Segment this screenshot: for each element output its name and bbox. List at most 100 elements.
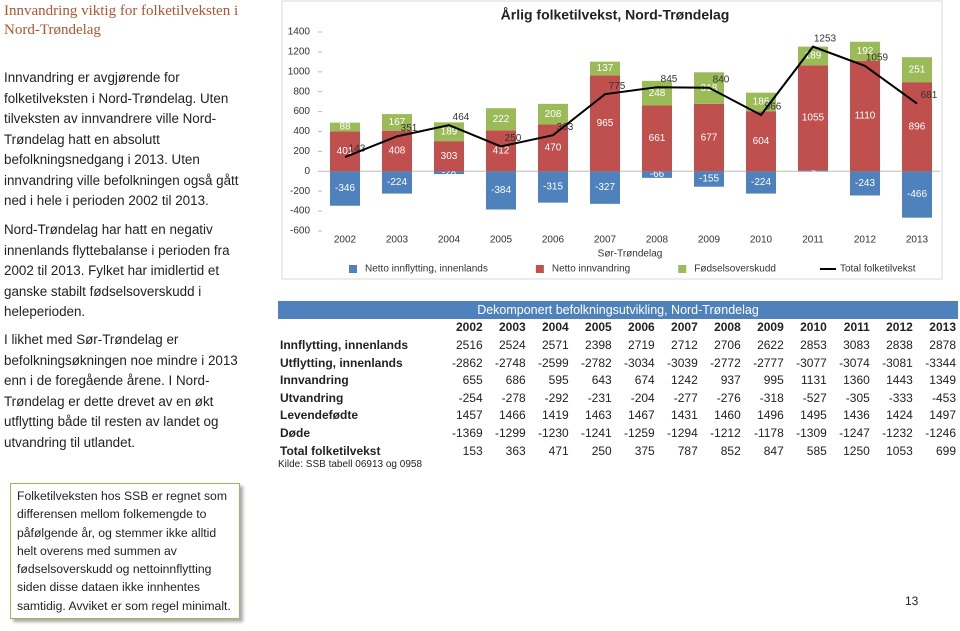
bar-segment — [746, 111, 776, 172]
data-label: 251 — [909, 64, 926, 75]
header-cell: 2011 — [843, 320, 870, 335]
table-cell: 2524 — [498, 337, 526, 352]
table-row: Total folketilvekst 153 363 471 250 375 787 852… — [278, 442, 958, 460]
bar-segment — [798, 46, 828, 66]
note-box: Folketilveksten hos SSB er regnet som di… — [10, 483, 240, 620]
header-cell: 2004 — [542, 320, 569, 335]
table-cell: -3081 — [882, 355, 913, 370]
data-label: -466 — [907, 189, 927, 200]
table-cell: -2772 — [710, 355, 741, 370]
row-label: Total folketilvekst — [280, 443, 381, 458]
data-label: -224 — [387, 177, 407, 188]
table-cell: -278 — [501, 390, 526, 405]
table-cell: -3344 — [925, 355, 956, 370]
header-cell: 2012 — [886, 320, 913, 335]
table-cell: -254 — [458, 390, 483, 405]
x-tick-label: 2003 — [386, 235, 409, 246]
legend-label: Total folketilvekst — [840, 264, 916, 275]
data-label: -224 — [751, 177, 771, 188]
table-cell: 937 — [720, 373, 741, 388]
bar-segment — [590, 75, 620, 172]
table-cell: 1424 — [886, 408, 913, 423]
data-label: -66 — [650, 169, 665, 180]
table-cell: -1241 — [581, 425, 612, 440]
table-cell: -3077 — [796, 355, 827, 370]
header-row: 2002 2003 2004 2005 2006 2007 2008 2009 2010 2011… — [278, 319, 958, 337]
table-cell: 1360 — [843, 373, 870, 388]
bar-segment — [434, 141, 464, 172]
table-cell: -1212 — [710, 425, 741, 440]
data-label: 677 — [701, 132, 718, 143]
line-label: 566 — [765, 102, 782, 113]
y-tick-label: 1400 — [288, 27, 311, 38]
bar-segment — [434, 171, 464, 175]
bar-segment — [538, 171, 568, 203]
table-cell: 2706 — [714, 337, 741, 352]
row-label: Innvandring — [280, 373, 349, 388]
table-cell: -277 — [673, 390, 698, 405]
data-label: 965 — [597, 118, 614, 129]
data-label: -28 — [442, 167, 457, 178]
data-label: 661 — [649, 133, 666, 144]
bar-segment — [590, 171, 620, 204]
table-cell: -2862 — [451, 355, 483, 370]
table-cell: -3039 — [667, 355, 698, 370]
y-tick-label: 0 — [304, 166, 310, 177]
table-cell: -527 — [802, 390, 827, 405]
data-label: 412 — [493, 145, 510, 156]
header-cell: 2005 — [585, 320, 612, 335]
table-cell: -2748 — [494, 355, 526, 370]
bar-segment — [382, 130, 412, 172]
page-number: 13 — [905, 594, 919, 608]
table-row: Innflytting, innenlands 2516 2524 2571 2398 2… — [278, 336, 958, 354]
y-tick-label: -400 — [290, 206, 310, 217]
table-cell: 1460 — [714, 408, 741, 423]
legend-marker — [349, 265, 357, 273]
row-label: Utflytting, innenlands — [280, 355, 403, 370]
table-cell: -1230 — [538, 425, 569, 440]
data-label: 9 — [810, 165, 816, 176]
table-cell: -1247 — [839, 425, 870, 440]
header-cell — [278, 319, 442, 337]
legend-marker — [535, 265, 544, 273]
data-label: 192 — [857, 46, 874, 57]
paragraph: Nord-Trøndelag har hatt en negativ innen… — [4, 222, 230, 319]
table-cell: -1178 — [753, 425, 784, 440]
line-label: 464 — [453, 112, 470, 123]
table-cell: 787 — [677, 443, 698, 458]
data-table: Dekomponert befolkningsutvikling, Nord-T… — [278, 301, 958, 459]
x-axis-label: Sør-Trøndelag — [598, 249, 663, 260]
table-cell: -1309 — [796, 425, 827, 440]
header-cell: 2007 — [671, 320, 698, 335]
y-tick-label: -200 — [290, 186, 310, 197]
table-cell: -1259 — [624, 425, 655, 440]
y-tick-label: 800 — [293, 86, 310, 97]
bar-segment — [850, 171, 880, 196]
row-label: Utvandring — [280, 390, 344, 405]
bar-segment — [798, 65, 828, 171]
table-cell: 1457 — [455, 408, 483, 423]
table-cell: 1242 — [671, 373, 698, 388]
table-cell: 3083 — [843, 337, 870, 352]
bar-segment — [486, 171, 516, 210]
line-label: 681 — [921, 90, 938, 101]
x-tick-label: 2011 — [802, 235, 824, 246]
legend-label: Fødselsoverskudd — [694, 264, 776, 275]
data-label: 248 — [649, 88, 666, 99]
bar-segment — [486, 108, 516, 131]
legend-label: Netto innvandring — [552, 264, 630, 275]
table-cell: 2516 — [455, 337, 483, 352]
x-tick-label: 2012 — [854, 235, 877, 246]
x-tick-label: 2004 — [438, 235, 461, 246]
table-cell: 852 — [720, 443, 741, 458]
header-cell: 2006 — [628, 320, 655, 335]
x-tick-label: 2009 — [698, 235, 721, 246]
table-cell: 2878 — [929, 337, 956, 352]
table-cell: 1419 — [542, 408, 569, 423]
line-label: 845 — [661, 74, 678, 85]
table-cell: 471 — [548, 443, 569, 458]
bar-segment — [590, 61, 620, 76]
table-cell: -318 — [759, 390, 784, 405]
bar-segment — [330, 131, 360, 172]
data-label: 208 — [545, 109, 562, 120]
